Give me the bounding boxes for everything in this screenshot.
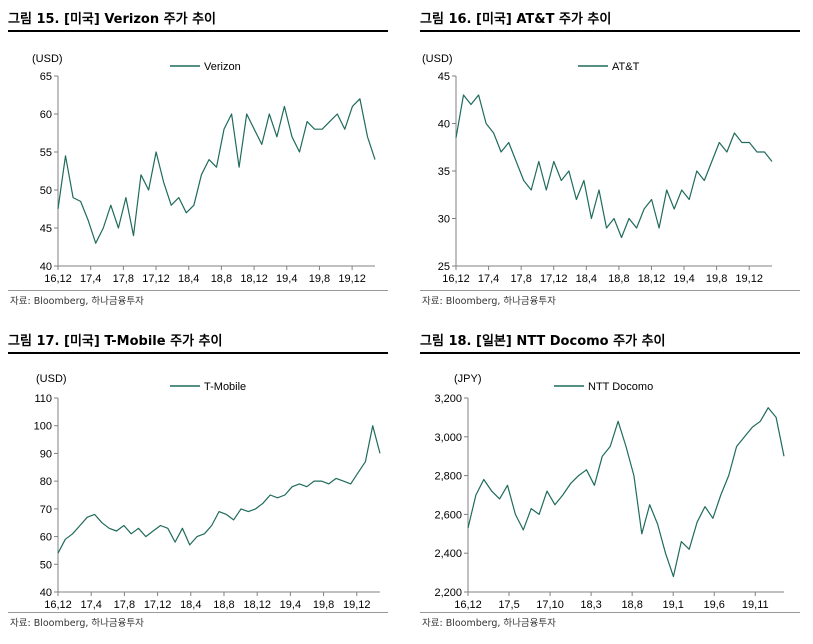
source-divider <box>420 612 800 613</box>
chart-panel-ntt-docomo: 그림 18. [일본] NTT Docomo 주가 추이 (JPY) 2,200 2… <box>412 322 805 642</box>
x-tick-label: 19,4 <box>280 599 301 611</box>
series-line <box>57 425 381 554</box>
y-tick-label: 3,000 <box>434 432 462 444</box>
title-divider <box>8 352 388 354</box>
x-tick-label: 19,4 <box>673 273 694 285</box>
y-unit-label: (JPY) <box>454 373 482 385</box>
y-tick-label: 70 <box>40 504 52 516</box>
y-tick-label: 60 <box>40 109 52 121</box>
x-tick-label: 18,3 <box>580 599 601 611</box>
x-tick-label: 19,12 <box>338 273 366 285</box>
y-tick-label: 45 <box>438 71 450 83</box>
x-tick-label: 19,12 <box>343 599 371 611</box>
x-tick-label: 18,12 <box>240 273 268 285</box>
y-unit-label: (USD) <box>32 53 63 65</box>
x-tick-label: 18,8 <box>608 273 629 285</box>
y-tick-label: 30 <box>438 214 450 226</box>
y-tick-label: 25 <box>438 261 450 273</box>
x-tick-label: 18,4 <box>180 599 201 611</box>
chart-panel-tmobile: 그림 17. [미국] T-Mobile 주가 추이 (USD) 40 50 60 70… <box>0 322 393 642</box>
series-line <box>57 98 376 244</box>
x-tick-label: 19,12 <box>735 273 763 285</box>
x-tick-label: 19,4 <box>276 273 297 285</box>
source-note: 자료: Bloomberg, 하나금융투자 <box>10 618 144 629</box>
y-tick-label: 65 <box>40 71 52 83</box>
chart-title: 그림 18. [일본] NTT Docomo 주가 추이 <box>420 334 666 349</box>
x-tick-label: 17,12 <box>144 599 172 611</box>
chart-title: 그림 17. [미국] T-Mobile 주가 추이 <box>8 334 223 349</box>
chart-canvas: (USD) 40 50 60 70 80 90 100 110 16,12 17,4 17,8 17,1… <box>34 373 381 611</box>
y-tick-label: 3,200 <box>434 393 462 405</box>
y-tick-label: 55 <box>40 147 52 159</box>
x-tick-label: 19,11 <box>742 599 769 611</box>
y-tick-label: 80 <box>40 476 52 488</box>
legend-label: Verizon <box>204 61 241 73</box>
y-tick-label: 40 <box>40 587 52 599</box>
source-note: 자료: Bloomberg, 하나금융투자 <box>10 296 144 307</box>
series-line <box>455 94 773 239</box>
x-tick-label: 18,8 <box>213 599 234 611</box>
y-unit-label: (USD) <box>422 53 453 65</box>
x-tick-label: 16,12 <box>442 273 470 285</box>
x-tick-label: 17,5 <box>498 599 519 611</box>
x-tick-label: 17,4 <box>80 599 101 611</box>
source-note: 자료: Bloomberg, 하나금융투자 <box>422 618 556 629</box>
x-tick-label: 18,12 <box>243 599 271 611</box>
y-tick-label: 2,800 <box>434 471 462 483</box>
y-tick-label: 50 <box>40 185 52 197</box>
y-tick-label: 50 <box>40 559 52 571</box>
title-divider <box>8 30 388 32</box>
x-tick-label: 17,10 <box>536 599 564 611</box>
x-tick-label: 17,8 <box>114 599 135 611</box>
y-tick-label: 110 <box>34 393 52 405</box>
legend-label: T-Mobile <box>204 381 246 393</box>
x-tick-label: 16,12 <box>44 599 72 611</box>
chart-canvas: (JPY) 2,200 2,400 2,600 2,800 3,000 3,200 16,12… <box>434 373 785 611</box>
source-note: 자료: Bloomberg, 하나금융투자 <box>422 296 556 307</box>
x-tick-label: 18,12 <box>638 273 666 285</box>
chart-panel-att: 그림 16. [미국] AT&T 주가 추이 (USD) 25 30 35 40 45 16… <box>412 0 805 320</box>
legend-label: NTT Docomo <box>588 381 653 393</box>
y-tick-label: 60 <box>40 532 52 544</box>
x-tick-label: 17,8 <box>510 273 531 285</box>
title-divider <box>420 352 800 354</box>
legend-label: AT&T <box>612 61 640 73</box>
chart-canvas: (USD) 40 45 50 55 60 65 16,12 17,4 17,8 17,12 18,4 1… <box>32 53 376 285</box>
x-tick-label: 18,8 <box>621 599 642 611</box>
series-line <box>467 407 785 578</box>
x-tick-label: 18,4 <box>576 273 597 285</box>
source-divider <box>8 612 388 613</box>
y-tick-label: 2,200 <box>434 587 462 599</box>
x-tick-label: 18,8 <box>211 273 232 285</box>
y-tick-label: 40 <box>40 261 52 273</box>
y-tick-label: 90 <box>40 448 52 460</box>
y-tick-label: 100 <box>34 421 52 433</box>
y-tick-label: 2,600 <box>434 509 462 521</box>
x-tick-label: 19,6 <box>704 599 725 611</box>
x-tick-label: 16,12 <box>44 273 72 285</box>
x-tick-label: 17,12 <box>540 273 568 285</box>
x-tick-label: 19,8 <box>706 273 727 285</box>
x-tick-label: 19,8 <box>309 273 330 285</box>
y-tick-label: 45 <box>40 223 52 235</box>
chart-canvas: (USD) 25 30 35 40 45 16,12 17,4 17,8 17,12 18,4 18,… <box>422 53 773 285</box>
x-tick-label: 19,8 <box>313 599 334 611</box>
y-tick-label: 2,400 <box>434 548 462 560</box>
x-tick-label: 17,12 <box>142 273 170 285</box>
title-divider <box>420 30 800 32</box>
y-tick-label: 40 <box>438 119 450 131</box>
source-divider <box>8 290 388 291</box>
x-tick-label: 17,8 <box>113 273 134 285</box>
x-tick-label: 16,12 <box>454 599 482 611</box>
y-unit-label: (USD) <box>36 373 67 385</box>
x-tick-label: 19,1 <box>662 599 683 611</box>
source-divider <box>420 290 800 291</box>
chart-title: 그림 16. [미국] AT&T 주가 추이 <box>420 12 612 27</box>
x-tick-label: 17,4 <box>478 273 499 285</box>
x-tick-label: 17,4 <box>80 273 101 285</box>
y-tick-label: 35 <box>438 166 450 178</box>
chart-panel-verizon: 그림 15. [미국] Verizon 주가 추이 (USD) 40 45 50 55 6… <box>0 0 393 320</box>
chart-title: 그림 15. [미국] Verizon 주가 추이 <box>8 12 217 27</box>
x-tick-label: 18,4 <box>178 273 199 285</box>
